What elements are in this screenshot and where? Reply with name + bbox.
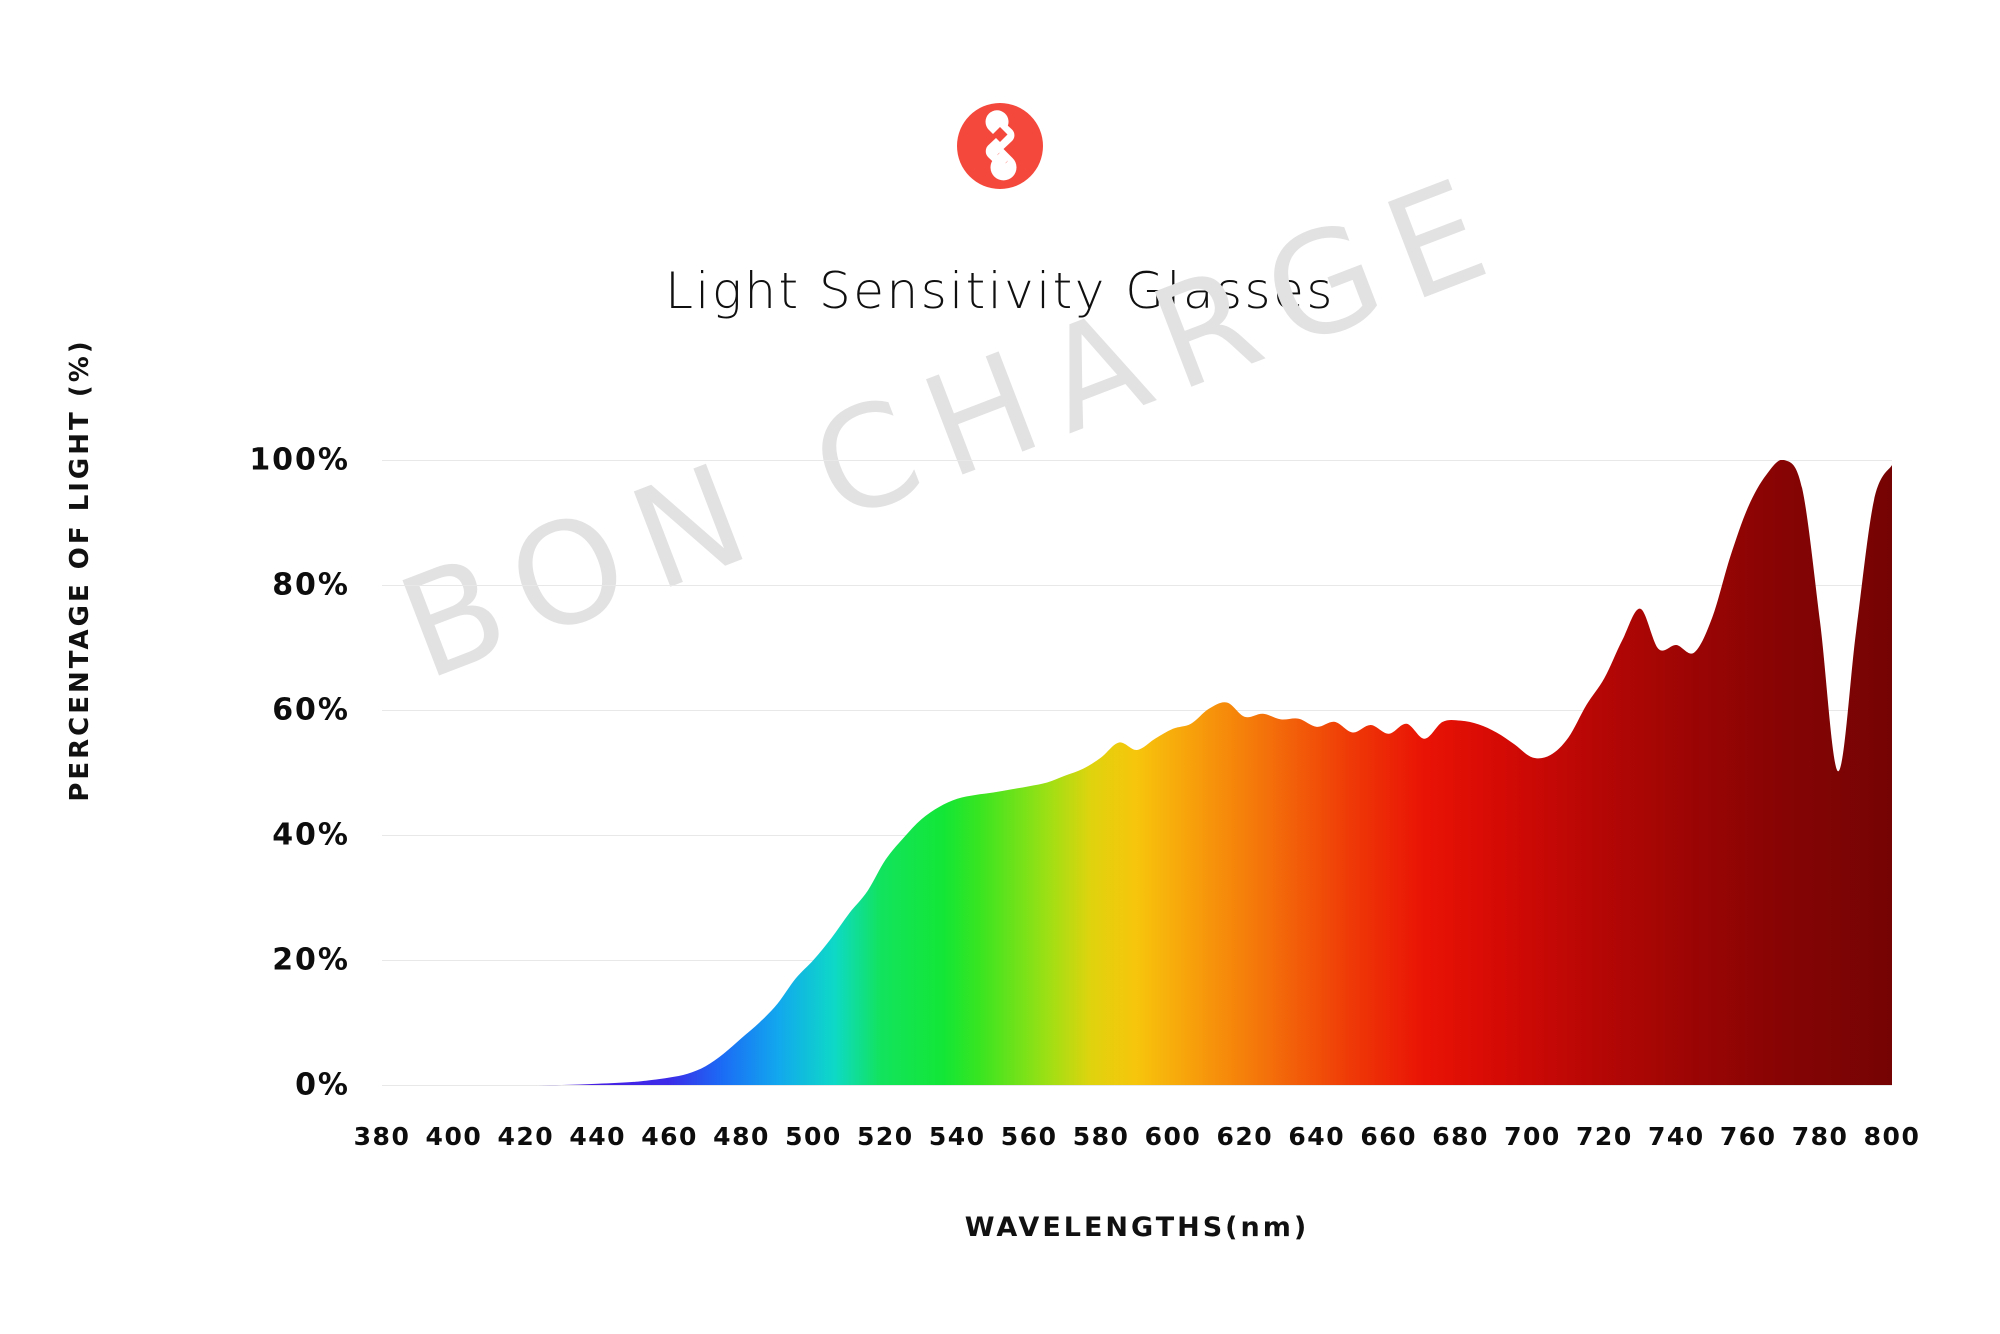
x-tick-680: 680 (1432, 1122, 1489, 1151)
x-tick-460: 460 (641, 1122, 698, 1151)
gridline-0 (382, 1085, 1892, 1086)
y-tick-100: 100% (249, 442, 350, 478)
x-tick-720: 720 (1576, 1122, 1633, 1151)
x-tick-580: 580 (1072, 1122, 1130, 1151)
x-tick-400: 400 (425, 1122, 483, 1151)
x-tick-660: 660 (1360, 1122, 1417, 1151)
x-tick-420: 420 (497, 1122, 555, 1151)
x-tick-740: 740 (1647, 1122, 1705, 1151)
x-tick-620: 620 (1216, 1122, 1274, 1151)
x-tick-380: 380 (353, 1122, 411, 1151)
x-tick-640: 640 (1288, 1122, 1346, 1151)
x-tick-800: 800 (1863, 1122, 1921, 1151)
gridline-80 (382, 585, 1892, 586)
y-axis-ticks: 0% 20% 40% 60% 80% 100% (150, 443, 350, 1103)
y-tick-80: 80% (272, 567, 350, 603)
y-tick-0: 0% (295, 1067, 350, 1103)
boncharge-infinity-logo-icon (957, 103, 1043, 189)
x-tick-600: 600 (1144, 1122, 1202, 1151)
y-tick-20: 20% (272, 942, 350, 978)
x-tick-480: 480 (713, 1122, 770, 1151)
x-tick-540: 540 (928, 1122, 986, 1151)
x-tick-520: 520 (856, 1122, 914, 1151)
x-axis-ticks: 380 400 420 440 460 480 500 520 540 560 580 600 620 6… (354, 1122, 1919, 1162)
y-tick-40: 40% (272, 817, 350, 853)
x-tick-760: 760 (1719, 1122, 1777, 1151)
gridline-60 (382, 710, 1892, 711)
y-tick-60: 60% (272, 692, 350, 728)
brand-logo (950, 96, 1050, 196)
x-tick-700: 700 (1504, 1122, 1561, 1151)
x-tick-440: 440 (569, 1122, 627, 1151)
x-tick-560: 560 (1000, 1122, 1058, 1151)
page-title: Light Sensitivity Glasses (665, 262, 1335, 320)
y-axis-title: PERCENTAGE OF LIGHT (%) (65, 338, 95, 802)
x-tick-500: 500 (785, 1122, 842, 1151)
x-tick-780: 780 (1791, 1122, 1849, 1151)
spectrum-area-series (382, 460, 1892, 1086)
x-axis-title: WAVELENGTHS(nm) (964, 1212, 1310, 1243)
gridline-100 (382, 460, 1892, 461)
